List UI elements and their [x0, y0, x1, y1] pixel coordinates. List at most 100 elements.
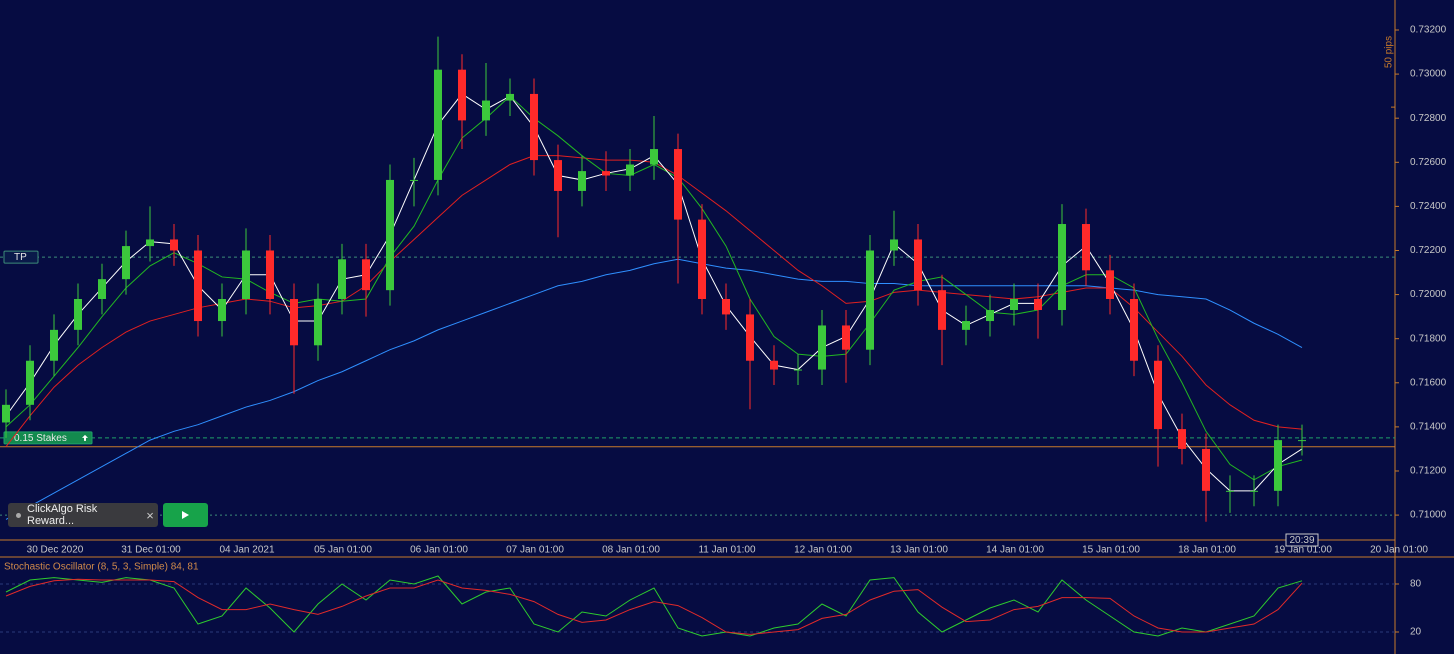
candle-body — [890, 239, 898, 251]
candle-body — [1298, 440, 1306, 442]
y-tick-label: 0.72800 — [1410, 113, 1447, 124]
x-tick-label: 31 Dec 01:00 — [121, 545, 181, 556]
x-tick-label: 06 Jan 01:00 — [410, 545, 468, 556]
candle-body — [602, 171, 610, 176]
y-tick-label: 0.72600 — [1410, 157, 1447, 168]
y-tick-label: 0.71200 — [1410, 466, 1447, 477]
x-tick-label: 13 Jan 01:00 — [890, 545, 948, 556]
oscillator-line — [5, 578, 1303, 635]
x-tick-label: 07 Jan 01:00 — [506, 545, 564, 556]
level-label-text: 0.15 Stakes — [14, 433, 67, 444]
candle-body — [626, 164, 634, 176]
candle-body — [266, 250, 274, 299]
candle-body — [458, 69, 466, 121]
candle-body — [986, 310, 994, 322]
pips-ruler — [1391, 0, 1396, 108]
candle-body — [530, 93, 538, 161]
play-icon — [182, 511, 189, 519]
candle-body — [818, 325, 826, 370]
candle-body — [26, 360, 34, 405]
candle-body — [1178, 429, 1186, 449]
level-label: 0.15 Stakes — [3, 431, 93, 445]
candle-body — [1082, 224, 1090, 271]
time-label: 20:39 — [1289, 535, 1314, 546]
x-tick-label: 19 Jan 01:00 — [1274, 545, 1332, 556]
candle-body — [1130, 298, 1138, 361]
oscillator-title: Stochastic Oscillator (8, 5, 3, Simple) … — [4, 562, 199, 573]
level-label-box — [3, 431, 93, 445]
x-tick-label: 15 Jan 01:00 — [1082, 545, 1140, 556]
candle-body — [794, 369, 802, 371]
candle-body — [842, 325, 850, 350]
oscillator-line — [5, 575, 1303, 637]
candle-body — [1034, 298, 1042, 311]
x-tick-label: 14 Jan 01:00 — [986, 545, 1044, 556]
candle-body — [1106, 270, 1114, 299]
candle-body — [218, 298, 226, 322]
candle-body — [914, 239, 922, 291]
indicator-panel: ClickAlgo Risk Reward... × — [8, 503, 158, 527]
candle-body — [410, 179, 418, 181]
candle-body — [722, 298, 730, 315]
candle-body — [746, 314, 754, 361]
candle-body — [650, 149, 658, 165]
x-tick-label: 20 Jan 01:00 — [1370, 545, 1428, 556]
y-tick-label: 0.71400 — [1410, 422, 1447, 433]
candle-body — [1154, 360, 1162, 430]
candle-body — [1226, 490, 1234, 492]
candle-body — [290, 298, 298, 346]
y-tick-label: 0.71000 — [1410, 510, 1447, 521]
y-tick-label: 0.73000 — [1410, 69, 1447, 80]
candle-body — [1274, 440, 1282, 491]
candle-body — [2, 404, 10, 423]
candle-body — [554, 160, 562, 191]
x-tick-label: 04 Jan 2021 — [219, 545, 274, 556]
candle-body — [362, 259, 370, 291]
close-button[interactable]: × — [146, 507, 154, 523]
candle-body — [482, 100, 490, 121]
time-label-box — [1285, 533, 1319, 547]
level-arrow — [82, 434, 88, 441]
candle-body — [770, 360, 778, 370]
status-dot — [16, 512, 21, 518]
candle-body — [578, 171, 586, 191]
candle-body — [938, 290, 946, 330]
play-button[interactable] — [163, 503, 208, 527]
candle-body — [698, 219, 706, 299]
panel-title: ClickAlgo Risk Reward... — [27, 503, 98, 527]
candle-body — [314, 298, 322, 346]
y-tick-label: 20 — [1410, 627, 1422, 638]
x-tick-label: 08 Jan 01:00 — [602, 545, 660, 556]
candle-body — [674, 149, 682, 220]
candle-body — [98, 279, 106, 299]
candle-body — [1202, 448, 1210, 491]
y-tick-label: 0.73200 — [1410, 25, 1447, 36]
candle-body — [194, 250, 202, 322]
x-tick-label: 11 Jan 01:00 — [698, 545, 756, 556]
x-tick-label: 12 Jan 01:00 — [794, 545, 852, 556]
candle-body — [962, 321, 970, 330]
candle-body — [50, 329, 58, 361]
x-tick-label: 05 Jan 01:00 — [314, 545, 372, 556]
y-tick-label: 0.71800 — [1410, 333, 1447, 344]
candle-body — [1250, 490, 1258, 492]
candle-body — [170, 239, 178, 251]
candle-body — [122, 246, 130, 280]
y-tick-label: 0.72200 — [1410, 245, 1447, 256]
x-tick-label: 18 Jan 01:00 — [1178, 545, 1236, 556]
moving-average — [5, 258, 1303, 520]
candle-body — [434, 69, 442, 180]
candle-body — [242, 250, 250, 299]
candle-body — [1010, 298, 1018, 311]
x-tick-label: 30 Dec 2020 — [27, 545, 84, 556]
candle-body — [866, 250, 874, 350]
y-tick-label: 0.72000 — [1410, 289, 1447, 300]
candle-body — [146, 239, 154, 247]
level-label: TP — [3, 250, 39, 264]
pips-ruler-label: 50 pips — [1384, 36, 1395, 68]
candle-body — [338, 259, 346, 299]
candle-body — [386, 179, 394, 291]
